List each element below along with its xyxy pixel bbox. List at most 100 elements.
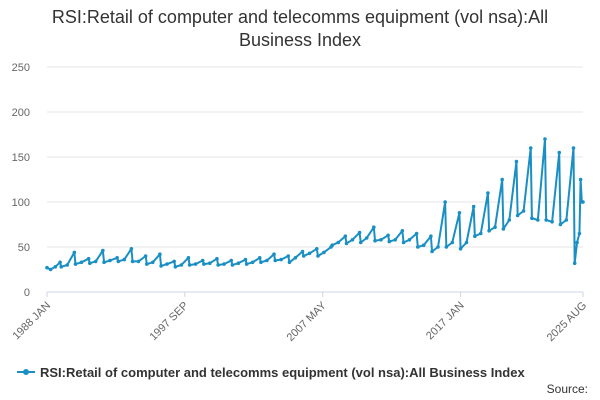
data-point[interactable]	[79, 260, 84, 265]
data-point[interactable]	[108, 258, 112, 263]
data-point[interactable]	[257, 255, 262, 260]
data-point[interactable]	[322, 250, 326, 255]
data-point[interactable]	[400, 229, 405, 233]
data-point[interactable]	[407, 238, 412, 242]
data-point[interactable]	[486, 191, 490, 195]
data-point[interactable]	[577, 231, 582, 236]
data-point[interactable]	[401, 240, 406, 245]
data-point[interactable]	[250, 260, 255, 265]
data-point[interactable]	[464, 240, 469, 245]
data-point[interactable]	[564, 218, 569, 222]
data-point[interactable]	[65, 263, 69, 267]
data-point[interactable]	[272, 252, 276, 256]
data-point[interactable]	[286, 254, 291, 258]
data-point[interactable]	[444, 245, 449, 249]
data-point[interactable]	[150, 260, 155, 265]
data-point[interactable]	[101, 248, 105, 253]
data-point[interactable]	[521, 209, 526, 213]
data-point[interactable]	[172, 259, 176, 264]
data-point[interactable]	[478, 231, 483, 236]
data-point[interactable]	[158, 252, 162, 256]
data-point[interactable]	[473, 234, 477, 238]
data-point[interactable]	[436, 245, 440, 249]
data-point[interactable]	[279, 257, 283, 262]
data-point[interactable]	[115, 255, 119, 260]
data-point[interactable]	[159, 264, 163, 268]
data-point[interactable]	[572, 261, 577, 266]
data-point[interactable]	[173, 265, 178, 269]
data-point[interactable]	[429, 234, 433, 238]
data-point[interactable]	[236, 261, 241, 266]
data-point[interactable]	[487, 229, 491, 233]
data-point[interactable]	[386, 233, 390, 238]
data-point[interactable]	[72, 250, 77, 255]
data-point[interactable]	[300, 249, 305, 254]
data-point[interactable]	[314, 247, 319, 251]
data-point[interactable]	[443, 200, 447, 204]
data-point[interactable]	[316, 254, 320, 258]
data-point[interactable]	[501, 227, 506, 231]
data-point[interactable]	[200, 258, 205, 263]
data-point[interactable]	[143, 254, 148, 258]
data-point[interactable]	[129, 247, 134, 251]
data-point[interactable]	[287, 260, 292, 265]
data-point[interactable]	[379, 238, 383, 242]
data-point[interactable]	[202, 262, 206, 266]
legend[interactable]: RSI:Retail of computer and telecomms equ…	[17, 364, 525, 380]
data-point[interactable]	[48, 267, 53, 272]
data-point[interactable]	[186, 255, 191, 260]
data-point[interactable]	[307, 251, 312, 256]
data-point[interactable]	[430, 249, 434, 254]
data-point[interactable]	[528, 146, 533, 150]
data-point[interactable]	[543, 137, 547, 141]
data-point[interactable]	[59, 265, 64, 269]
data-point[interactable]	[187, 263, 192, 267]
data-point[interactable]	[372, 225, 376, 229]
data-point[interactable]	[507, 218, 512, 222]
data-point[interactable]	[393, 238, 398, 242]
data-point[interactable]	[229, 258, 234, 263]
data-point[interactable]	[45, 265, 49, 270]
data-point[interactable]	[244, 262, 249, 266]
data-point[interactable]	[145, 262, 149, 266]
data-point[interactable]	[578, 177, 583, 182]
data-point[interactable]	[350, 238, 355, 242]
data-point[interactable]	[86, 256, 91, 261]
data-point[interactable]	[293, 255, 298, 260]
data-point[interactable]	[243, 257, 248, 262]
data-point[interactable]	[558, 222, 563, 227]
data-point[interactable]	[500, 177, 504, 182]
data-point[interactable]	[265, 258, 269, 263]
data-point[interactable]	[575, 240, 579, 245]
data-point[interactable]	[222, 262, 226, 266]
data-point[interactable]	[273, 258, 277, 263]
data-point[interactable]	[550, 220, 554, 224]
data-point[interactable]	[344, 241, 349, 246]
data-point[interactable]	[421, 243, 426, 247]
data-point[interactable]	[216, 263, 220, 267]
data-point[interactable]	[336, 240, 340, 245]
data-point[interactable]	[416, 245, 420, 249]
data-point[interactable]	[387, 239, 392, 244]
data-point[interactable]	[93, 259, 98, 264]
data-point[interactable]	[458, 247, 463, 251]
data-point[interactable]	[557, 150, 562, 155]
data-point[interactable]	[414, 231, 419, 236]
data-point[interactable]	[515, 213, 520, 218]
data-point[interactable]	[208, 261, 212, 266]
data-point[interactable]	[193, 262, 198, 266]
data-point[interactable]	[259, 260, 263, 265]
data-point[interactable]	[581, 200, 585, 204]
data-point[interactable]	[179, 263, 184, 267]
data-point[interactable]	[122, 257, 127, 262]
data-point[interactable]	[530, 216, 534, 220]
data-point[interactable]	[58, 260, 62, 265]
data-point[interactable]	[165, 262, 169, 266]
data-point[interactable]	[130, 259, 135, 264]
data-point[interactable]	[373, 238, 377, 243]
data-point[interactable]	[73, 262, 78, 266]
data-point[interactable]	[330, 243, 335, 247]
data-point[interactable]	[358, 240, 363, 245]
data-point[interactable]	[53, 265, 58, 269]
data-point[interactable]	[136, 259, 141, 264]
